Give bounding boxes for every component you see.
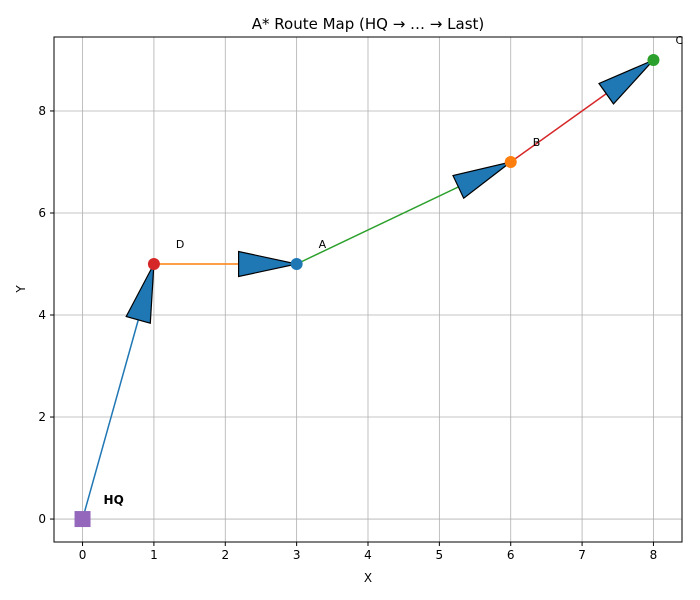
- grid-layer: [54, 37, 682, 542]
- chart-title: A* Route Map (HQ → … → Last): [252, 15, 485, 33]
- x-tick-label: 5: [436, 548, 444, 562]
- y-tick-label: 0: [38, 512, 46, 526]
- x-tick-label: 8: [650, 548, 658, 562]
- x-tick-label: 3: [293, 548, 301, 562]
- point-layer: A B C D HQ: [74, 34, 683, 528]
- hq-label: HQ: [104, 493, 124, 507]
- arrowhead-layer: [125, 59, 654, 324]
- x-tick-label: 1: [150, 548, 158, 562]
- waypoint-marker: [147, 257, 160, 270]
- x-tick-label: 0: [79, 548, 87, 562]
- waypoint-marker: [504, 155, 517, 168]
- waypoint-label: D: [176, 238, 184, 251]
- route-arrowhead: [238, 250, 297, 278]
- tick-layer: 0 1 2 3 4 5 6 7 8 0 2 4 6 8: [38, 104, 657, 562]
- x-tick-label: 7: [578, 548, 586, 562]
- waypoint-label: B: [533, 136, 541, 149]
- x-tick-label: 6: [507, 548, 515, 562]
- waypoint-label: C: [675, 34, 683, 47]
- waypoint-marker: [647, 53, 660, 66]
- route-arrowhead: [598, 59, 654, 105]
- x-tick-label: 2: [221, 548, 229, 562]
- y-axis-label: Y: [14, 285, 28, 294]
- y-tick-label: 2: [38, 410, 46, 424]
- hq-marker: [74, 511, 91, 528]
- x-tick-label: 4: [364, 548, 372, 562]
- route-arrowhead: [452, 161, 512, 200]
- waypoint-marker: [290, 257, 303, 270]
- y-tick-label: 6: [38, 206, 46, 220]
- waypoint-label: A: [319, 238, 327, 251]
- y-tick-label: 4: [38, 308, 46, 322]
- y-tick-label: 8: [38, 104, 46, 118]
- route-arrowhead: [125, 263, 155, 324]
- x-axis-label: X: [364, 571, 372, 585]
